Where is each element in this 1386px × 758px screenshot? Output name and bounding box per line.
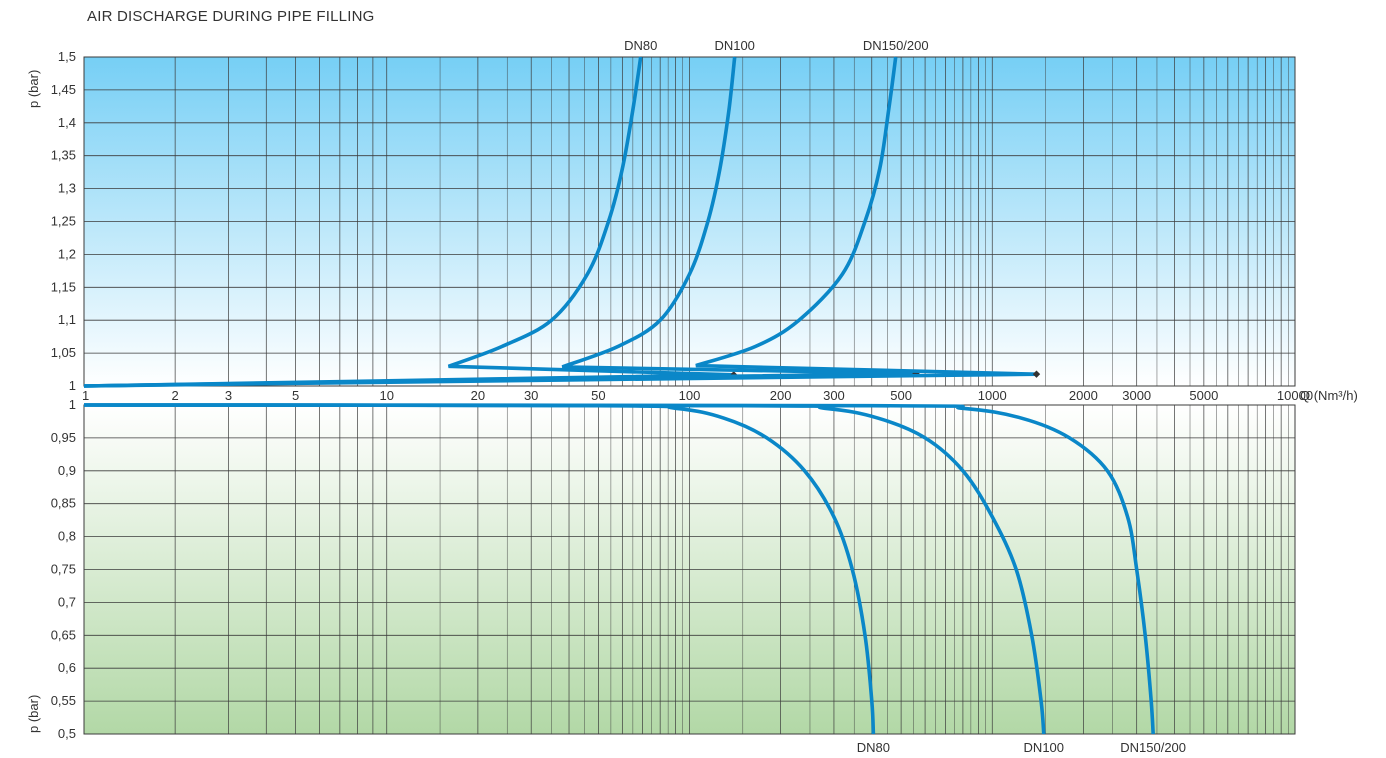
x-tick-label: 20 bbox=[471, 388, 485, 403]
bottom-y-tick-label: 0,55 bbox=[51, 693, 76, 708]
x-tick-label: 100 bbox=[679, 388, 701, 403]
x-tick-label: 10 bbox=[380, 388, 394, 403]
bottom-series-label-dn100: DN100 bbox=[1024, 740, 1064, 755]
top-y-tick-label: 1,5 bbox=[58, 49, 76, 64]
top-y-tick-label: 1,25 bbox=[51, 214, 76, 229]
bottom-y-tick-label: 0,75 bbox=[51, 562, 76, 577]
bottom-y-tick-label: 0,65 bbox=[51, 627, 76, 642]
bottom-series-label-dn150-200: DN150/200 bbox=[1120, 740, 1186, 755]
top-y-tick-label: 1,45 bbox=[51, 82, 76, 97]
x-tick-label: 3000 bbox=[1122, 388, 1151, 403]
bottom-series-label-dn80: DN80 bbox=[857, 740, 890, 755]
x-tick-label: 2 bbox=[172, 388, 179, 403]
bottom-y-tick-label: 0,6 bbox=[58, 660, 76, 675]
top-y-tick-label: 1,1 bbox=[58, 312, 76, 327]
x-tick-label: 200 bbox=[770, 388, 792, 403]
bottom-y-tick-label: 0,9 bbox=[58, 463, 76, 478]
top-series-label-dn80: DN80 bbox=[624, 38, 657, 53]
top-series-dn80 bbox=[83, 56, 734, 388]
x-tick-label: 10000 bbox=[1277, 388, 1313, 403]
x-tick-label: 5000 bbox=[1189, 388, 1218, 403]
top-y-tick-label: 1,05 bbox=[51, 345, 76, 360]
x-tick-label: 2000 bbox=[1069, 388, 1098, 403]
top-y-tick-label: 1,2 bbox=[58, 246, 76, 261]
bottom-y-tick-label: 0,7 bbox=[58, 594, 76, 609]
x-tick-label: 500 bbox=[890, 388, 912, 403]
top-series-dn150-200 bbox=[83, 56, 1037, 388]
top-y-tick-label: 1 bbox=[69, 378, 76, 393]
bottom-y-tick-label: 0,85 bbox=[51, 496, 76, 511]
top-y-tick-label: 1,15 bbox=[51, 279, 76, 294]
x-tick-label: 30 bbox=[524, 388, 538, 403]
bottom-series-dn150-200 bbox=[83, 403, 1155, 735]
top-y-tick-label: 1,4 bbox=[58, 115, 76, 130]
chart-title: AIR DISCHARGE DURING PIPE FILLING bbox=[87, 8, 375, 25]
bottom-y-tick-label: 0,8 bbox=[58, 529, 76, 544]
x-tick-label: 1 bbox=[82, 388, 89, 403]
x-tick-label: 50 bbox=[591, 388, 605, 403]
bottom-y-tick-label: 0,95 bbox=[51, 430, 76, 445]
top-series-dn100 bbox=[83, 56, 917, 388]
x-tick-label: 1000 bbox=[978, 388, 1007, 403]
x-tick-label: 3 bbox=[225, 388, 232, 403]
x-tick-label: 5 bbox=[292, 388, 299, 403]
top-y-tick-label: 1,35 bbox=[51, 148, 76, 163]
top-series-label-dn100: DN100 bbox=[714, 38, 754, 53]
bottom-y-tick-label: 1 bbox=[69, 397, 76, 412]
x-tick-label: 300 bbox=[823, 388, 845, 403]
bottom-y-tick-label: 0,5 bbox=[58, 726, 76, 741]
top-panel-border bbox=[83, 56, 1296, 387]
top-series-label-dn150-200: DN150/200 bbox=[863, 38, 929, 53]
x-axis-label: Q (Nm³/h) bbox=[1300, 388, 1358, 403]
top-y-tick-label: 1,3 bbox=[58, 181, 76, 196]
